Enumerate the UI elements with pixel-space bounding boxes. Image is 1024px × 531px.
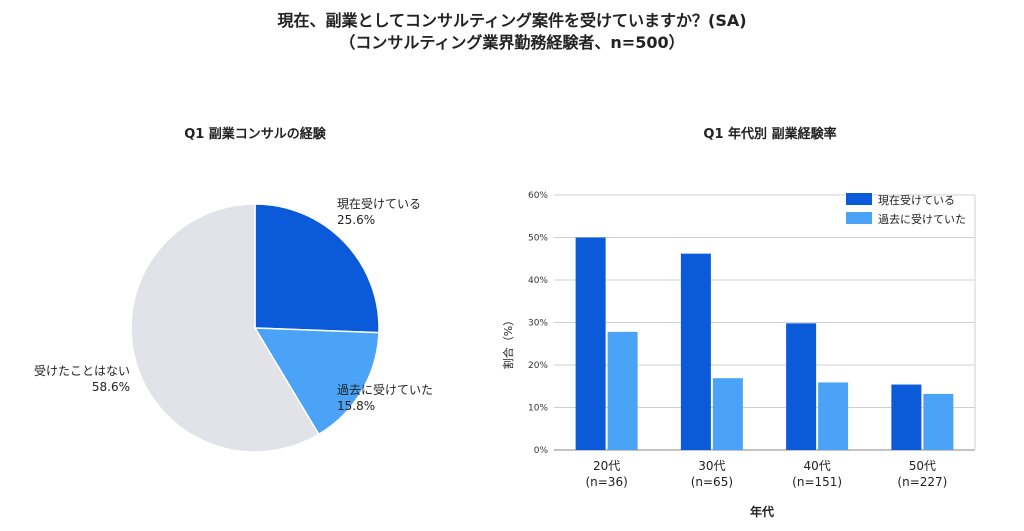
bar-past bbox=[712, 378, 743, 450]
bar-x-tick-label: 50代 bbox=[909, 459, 936, 473]
pie-value-current: 25.6% bbox=[337, 213, 375, 227]
pie-chart: 現在受けている 25.6% 過去に受けていた 15.8% 受けたことはない 58.6% bbox=[34, 197, 433, 453]
pie-value-none: 58.6% bbox=[92, 380, 130, 394]
bar-current bbox=[786, 323, 817, 450]
legend-current-label: 現在受けている bbox=[878, 194, 955, 207]
bar-past bbox=[923, 393, 954, 450]
pie-slice-current bbox=[254, 203, 380, 334]
bar-x-tick-sublabel: (n=151) bbox=[792, 475, 842, 489]
bar-y-tick-label: 20% bbox=[528, 361, 548, 371]
bar-y-tick-label: 30% bbox=[528, 319, 548, 329]
pie-label-past: 過去に受けていた bbox=[337, 383, 433, 397]
pie-label-current: 現在受けている bbox=[337, 197, 421, 211]
bar-x-tick-sublabel: (n=36) bbox=[585, 475, 627, 489]
pie-slice-past bbox=[253, 327, 380, 436]
legend-past-swatch bbox=[846, 212, 872, 224]
main-title-line-2: （コンサルティング業界勤務経験者、n=500） bbox=[339, 33, 685, 52]
main-title-line-1: 現在、副業としてコンサルティング案件を受けていますか？(SA) bbox=[277, 11, 747, 30]
bar-chart: 0% 10% 20% 30% 40% 50% 60% 20代 (n=36) 30代 (n=65) 4… bbox=[501, 191, 976, 519]
bar-current bbox=[891, 384, 922, 450]
bar-y-tick-label: 50% bbox=[528, 234, 548, 244]
legend-past-label: 過去に受けていた bbox=[878, 213, 966, 226]
bar-past bbox=[607, 331, 638, 450]
bar-y-tick-label: 60% bbox=[528, 191, 548, 201]
bar-x-tick-label: 40代 bbox=[803, 459, 830, 473]
pie-chart-title: Q1 副業コンサルの経験 bbox=[184, 127, 326, 142]
bar-current bbox=[575, 237, 606, 450]
bar-y-tick-label: 10% bbox=[528, 404, 548, 414]
bar-y-tick-label: 0% bbox=[534, 446, 549, 456]
bar-x-tick-label: 30代 bbox=[698, 459, 725, 473]
bar-y-tick-label: 40% bbox=[528, 276, 548, 286]
bar-chart-title: Q1 年代別 副業経験率 bbox=[703, 127, 837, 142]
bar-y-axis-label: 割合（%） bbox=[501, 315, 515, 369]
bar-x-tick-label: 20代 bbox=[593, 459, 620, 473]
bar-x-tick-sublabel: (n=65) bbox=[691, 475, 733, 489]
pie-label-none: 受けたことはない bbox=[34, 364, 130, 378]
bar-past bbox=[818, 382, 849, 450]
pie-value-past: 15.8% bbox=[337, 399, 375, 413]
bar-x-axis-label: 年代 bbox=[750, 504, 774, 519]
bar-current bbox=[680, 253, 711, 450]
bar-x-tick-sublabel: (n=227) bbox=[897, 475, 947, 489]
legend-current-swatch bbox=[846, 193, 872, 205]
pie-slice-none bbox=[130, 203, 320, 453]
